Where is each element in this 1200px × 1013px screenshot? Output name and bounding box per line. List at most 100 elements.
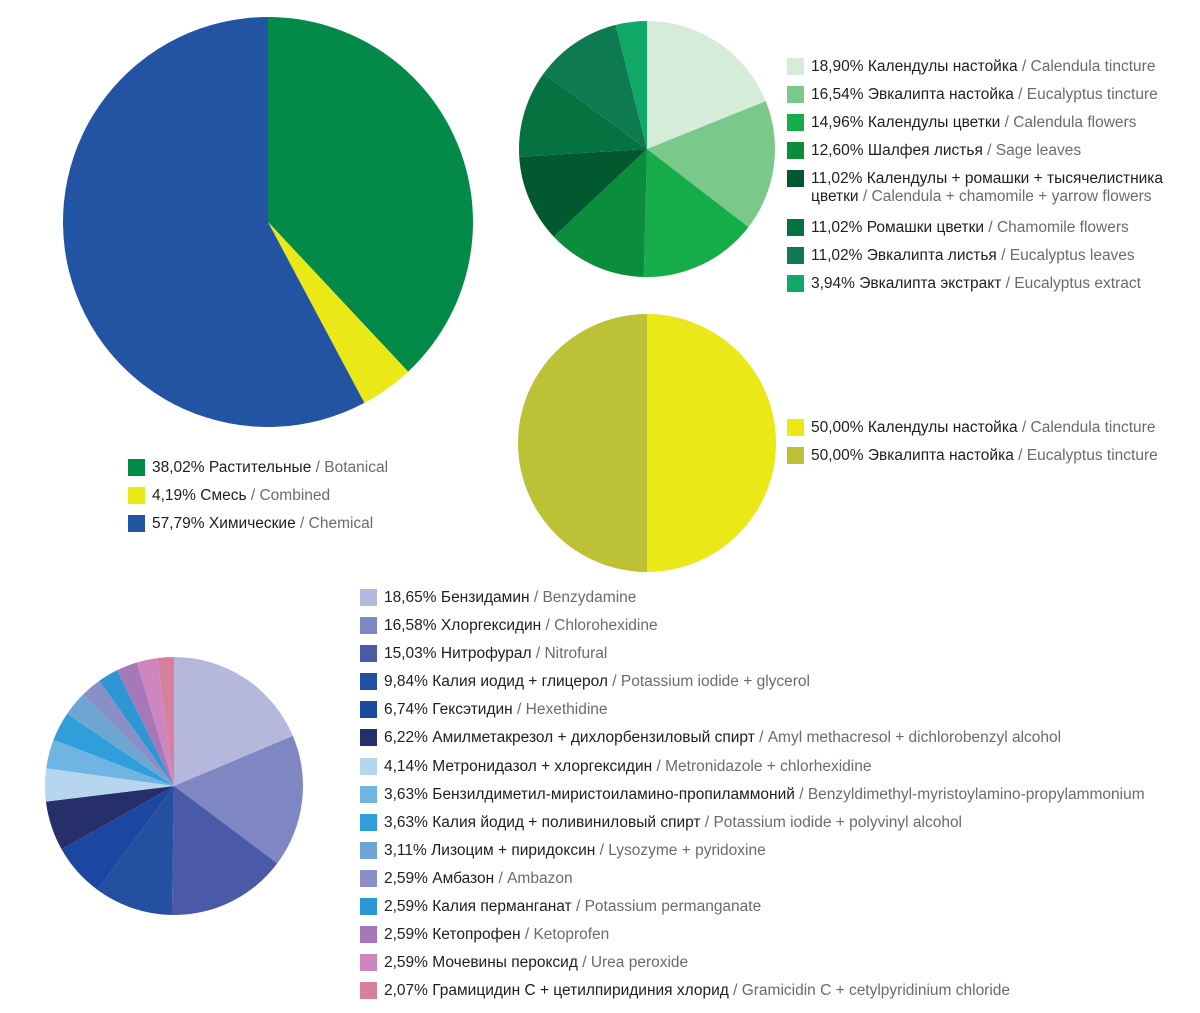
legend-item-chemical-9: 3,11% Лизоцим + пиридоксин / Lysozyme + … bbox=[360, 841, 1145, 870]
legend-percent: 4,19% bbox=[152, 487, 196, 504]
legend-label: 2,59% Кетопрофен / Ketoprofen bbox=[384, 926, 610, 944]
legend-swatch bbox=[360, 926, 377, 944]
legend-item-botanical-3: 12,60% Шалфея листья / Sage leaves bbox=[787, 142, 1187, 170]
legend-botanical: 18,90% Календулы настойка / Calendula ti… bbox=[787, 58, 1187, 303]
legend-item-chemical-11: 2,59% Калия перманганат / Potassium perm… bbox=[360, 898, 1145, 926]
legend-swatch bbox=[128, 487, 145, 504]
pie-slice-chemical-9 bbox=[67, 694, 174, 786]
legend-item-chemical-10: 2,59% Амбазон / Ambazon bbox=[360, 869, 1145, 898]
legend-item-chemical-13: 2,59% Мочевины пероксид / Urea peroxide bbox=[360, 954, 1145, 982]
legend-swatch bbox=[360, 954, 377, 972]
legend-swatch bbox=[360, 785, 377, 803]
legend-swatch bbox=[360, 701, 377, 719]
legend-swatch bbox=[787, 247, 804, 264]
legend-percent: 11,02% bbox=[811, 219, 863, 236]
legend-label-ru: Грамицидин С + цетилпиридиния хлорид bbox=[432, 982, 729, 1000]
legend-percent: 38,02% bbox=[152, 459, 205, 476]
legend-label-ru: Амбазон bbox=[432, 869, 495, 887]
legend-percent: 11,02% bbox=[811, 170, 863, 187]
legend-percent: 18,90% bbox=[811, 58, 864, 75]
legend-label-en: Chemical bbox=[308, 515, 374, 532]
legend-label-en: Ambazon bbox=[507, 869, 573, 887]
legend-label: 50,00% Эвкалипта настойка / Eucalyptus t… bbox=[811, 447, 1158, 464]
legend-label-ru: Бензидамин bbox=[440, 589, 530, 606]
legend-label-en: Eucalyptus leaves bbox=[1009, 247, 1135, 264]
legend-item-chemical-1: 16,58% Хлоргексидин / Chlorohexidine bbox=[360, 617, 1145, 645]
legend-swatch bbox=[360, 617, 377, 635]
legend-swatch bbox=[360, 813, 377, 831]
legend-percent: 6,74% bbox=[384, 701, 428, 719]
legend-label-en: Urea peroxide bbox=[590, 954, 689, 972]
legend-percent: 57,79% bbox=[152, 515, 205, 532]
pie-chart-botanical bbox=[519, 21, 775, 277]
legend-label-en: Potassium iodide + polyvinyl alcohol bbox=[713, 813, 963, 831]
pie-chart-chemical bbox=[45, 657, 303, 915]
pie-chart-combined bbox=[518, 314, 776, 572]
legend-swatch bbox=[360, 673, 377, 691]
legend-label-ru: Мочевины пероксид bbox=[432, 954, 578, 972]
legend-label-ru: Лизоцим + пиридоксин bbox=[431, 841, 596, 859]
legend-swatch bbox=[787, 419, 804, 436]
legend-label: 3,94% Эвкалипта экстракт / Eucalyptus ex… bbox=[811, 275, 1141, 292]
legend-item-combined-0: 50,00% Календулы настойка / Calendula ti… bbox=[787, 419, 1158, 447]
legend-percent: 2,59% bbox=[384, 869, 428, 887]
pie-slice-botanical-3 bbox=[553, 149, 647, 277]
pie-slice-chemical-14 bbox=[157, 657, 174, 786]
pie-slice-main-0 bbox=[268, 17, 473, 372]
legend-percent: 12,60% bbox=[811, 142, 864, 159]
legend-label: 38,02% Растительные / Botanical bbox=[152, 459, 389, 476]
legend-percent: 50,00% bbox=[811, 447, 864, 464]
legend-label: 3,63% Калия йодид + поливиниловый спирт … bbox=[384, 813, 963, 831]
legend-label-ru: Календулы настойка bbox=[867, 58, 1018, 75]
legend-swatch bbox=[360, 898, 377, 916]
legend-item-botanical-4: 11,02% Календулы + ромашки + тысячелистн… bbox=[787, 170, 1187, 219]
pie-slice-chemical-7 bbox=[46, 739, 174, 786]
legend-percent: 3,63% bbox=[384, 785, 428, 803]
legend-swatch bbox=[787, 170, 804, 187]
legend-label: 11,02% Календулы + ромашки + тысячелистн… bbox=[811, 170, 1164, 205]
legend-percent: 16,54% bbox=[811, 86, 864, 103]
legend-label-en: Combined bbox=[259, 487, 331, 504]
legend-item-botanical-1: 16,54% Эвкалипта настойка / Eucalyptus t… bbox=[787, 86, 1187, 114]
legend-label-en: Botanical bbox=[324, 459, 389, 476]
pie-slice-main-1 bbox=[268, 222, 409, 403]
legend-label-ru: Растительные bbox=[208, 459, 312, 476]
legend-combined: 50,00% Календулы настойка / Calendula ti… bbox=[787, 419, 1158, 475]
legend-label-en: Calendula + chamomile + yarrow flowers bbox=[871, 188, 1152, 205]
legend-item-chemical-6: 4,14% Метронидазол + хлоргексидин / Metr… bbox=[360, 757, 1145, 786]
legend-swatch bbox=[787, 58, 804, 75]
legend-swatch bbox=[360, 869, 377, 887]
legend-label-en: Calendula tincture bbox=[1030, 58, 1156, 75]
legend-item-botanical-0: 18,90% Календулы настойка / Calendula ti… bbox=[787, 58, 1187, 86]
legend-item-chemical-7: 3,63% Бензилдиметил-миристоиламино-пропи… bbox=[360, 785, 1145, 814]
pie-slice-chemical-13 bbox=[136, 658, 174, 786]
legend-label: 4,14% Метронидазол + хлоргексидин / Metr… bbox=[384, 757, 872, 775]
legend-percent: 6,22% bbox=[384, 729, 428, 747]
pie-slice-botanical-2 bbox=[643, 149, 749, 277]
legend-swatch bbox=[360, 982, 377, 1000]
legend-label-ru: Эвкалипта листья bbox=[866, 247, 997, 264]
legend-label: 6,74% Гексэтидин / Hexethidine bbox=[384, 701, 608, 719]
legend-swatch bbox=[787, 142, 804, 159]
pie-slice-chemical-4 bbox=[61, 786, 175, 890]
legend-label-en: Potassium permanganate bbox=[584, 898, 762, 916]
pie-slice-botanical-7 bbox=[615, 21, 647, 149]
legend-item-botanical-6: 11,02% Эвкалипта листья / Eucalyptus lea… bbox=[787, 247, 1187, 275]
legend-item-chemical-8: 3,63% Калия йодид + поливиниловый спирт … bbox=[360, 813, 1145, 842]
legend-item-botanical-5: 11,02% Ромашки цветки / Chamomile flower… bbox=[787, 219, 1187, 247]
legend-label: 2,59% Амбазон / Ambazon bbox=[384, 869, 573, 887]
legend-label-en: Chamomile flowers bbox=[996, 219, 1129, 236]
legend-label: 11,02% Ромашки цветки / Chamomile flower… bbox=[811, 219, 1129, 236]
legend-label-ru: Эвкалипта настойка bbox=[867, 447, 1014, 464]
legend-label-en: Amyl methacresol + dichlorobenzyl alcoho… bbox=[767, 729, 1062, 747]
legend-label-en: Chlorohexidine bbox=[554, 617, 658, 635]
legend-percent: 16,58% bbox=[384, 617, 437, 635]
pie-slice-chemical-11 bbox=[99, 670, 174, 786]
legend-percent: 2,59% bbox=[384, 926, 428, 944]
legend-main: 38,02% Растительные / Botanical 4,19% Сме… bbox=[128, 459, 388, 543]
legend-label-ru: Календулы + ромашки + тысячелистника цве… bbox=[811, 170, 1164, 205]
pie-slice-chemical-12 bbox=[117, 662, 174, 786]
pie-slice-botanical-4 bbox=[519, 149, 647, 237]
legend-label-en: Sage leaves bbox=[995, 142, 1082, 159]
legend-label-ru: Химические bbox=[208, 515, 296, 532]
